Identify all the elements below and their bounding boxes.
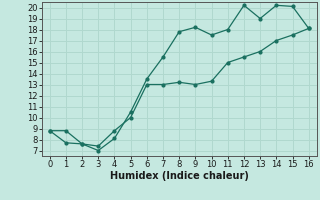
X-axis label: Humidex (Indice chaleur): Humidex (Indice chaleur) <box>110 171 249 181</box>
